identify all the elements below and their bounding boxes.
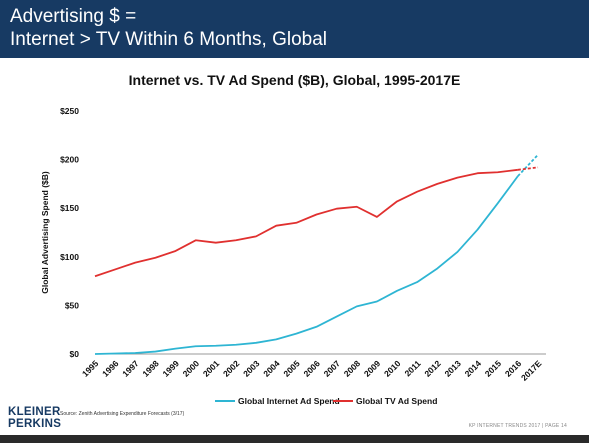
x-tick-label: 2004 [261,358,282,379]
x-tick-label: 2003 [241,358,262,379]
x-tick-label: 2017E [519,358,544,383]
x-tick-label: 1999 [161,358,182,379]
y-tick-label: $50 [65,300,79,310]
x-tick-label: 1995 [80,358,101,379]
series-projection-1 [517,166,539,171]
legend-label-1: Global TV Ad Spend [356,396,437,406]
slide-title-line2: Internet > TV Within 6 Months, Global [10,29,327,50]
x-tick-label: 2009 [362,358,383,379]
source-note: Source: Zenith Advertising Expenditure F… [60,411,185,417]
y-tick-label: $150 [60,203,79,213]
series-line-0 [94,175,519,355]
slide-title-line1: Advertising $ = [10,6,137,27]
x-tick-label: 2007 [322,358,343,379]
x-tick-label: 1998 [140,358,161,379]
x-tick-label: 1996 [100,358,121,379]
y-tick-label: $250 [60,106,79,116]
chart-title: Internet vs. TV Ad Spend ($B), Global, 1… [128,72,461,88]
x-tick-label: 2014 [463,358,484,379]
x-tick-label: 2013 [442,358,463,379]
x-tick-label: 2005 [281,358,302,379]
logo-line2: PERKINS [8,418,62,430]
x-tick-label: 2006 [301,358,322,379]
bottom-bar [0,435,589,443]
x-tick-label: 2002 [221,358,242,379]
x-tick-label: 2011 [402,358,422,378]
x-tick-label: 2015 [483,358,504,379]
series-line-1 [94,168,518,278]
x-tick-label: 2010 [382,358,403,379]
y-axis-label: Global Advertising Spend ($B) [40,171,50,294]
y-tick-label: $200 [60,155,79,165]
x-tick-label: 2000 [181,358,202,379]
x-tick-label: 2008 [342,358,363,379]
x-tick-label: 2001 [201,358,222,379]
x-tick-label: 2012 [422,358,443,379]
series-projection-0 [517,154,539,177]
legend-label-0: Global Internet Ad Spend [238,396,340,406]
page-footer: KP INTERNET TRENDS 2017 | PAGE 14 [468,423,567,429]
logo-line1: KLEINER [8,406,61,418]
kleiner-perkins-logo: KLEINER PERKINS [8,406,61,430]
y-tick-label: $0 [70,349,80,359]
y-tick-label: $100 [60,252,79,262]
x-tick-label: 1997 [120,358,141,379]
slide-header: Advertising $ = Internet > TV Within 6 M… [0,0,589,58]
slide-title: Advertising $ = Internet > TV Within 6 M… [10,5,327,51]
